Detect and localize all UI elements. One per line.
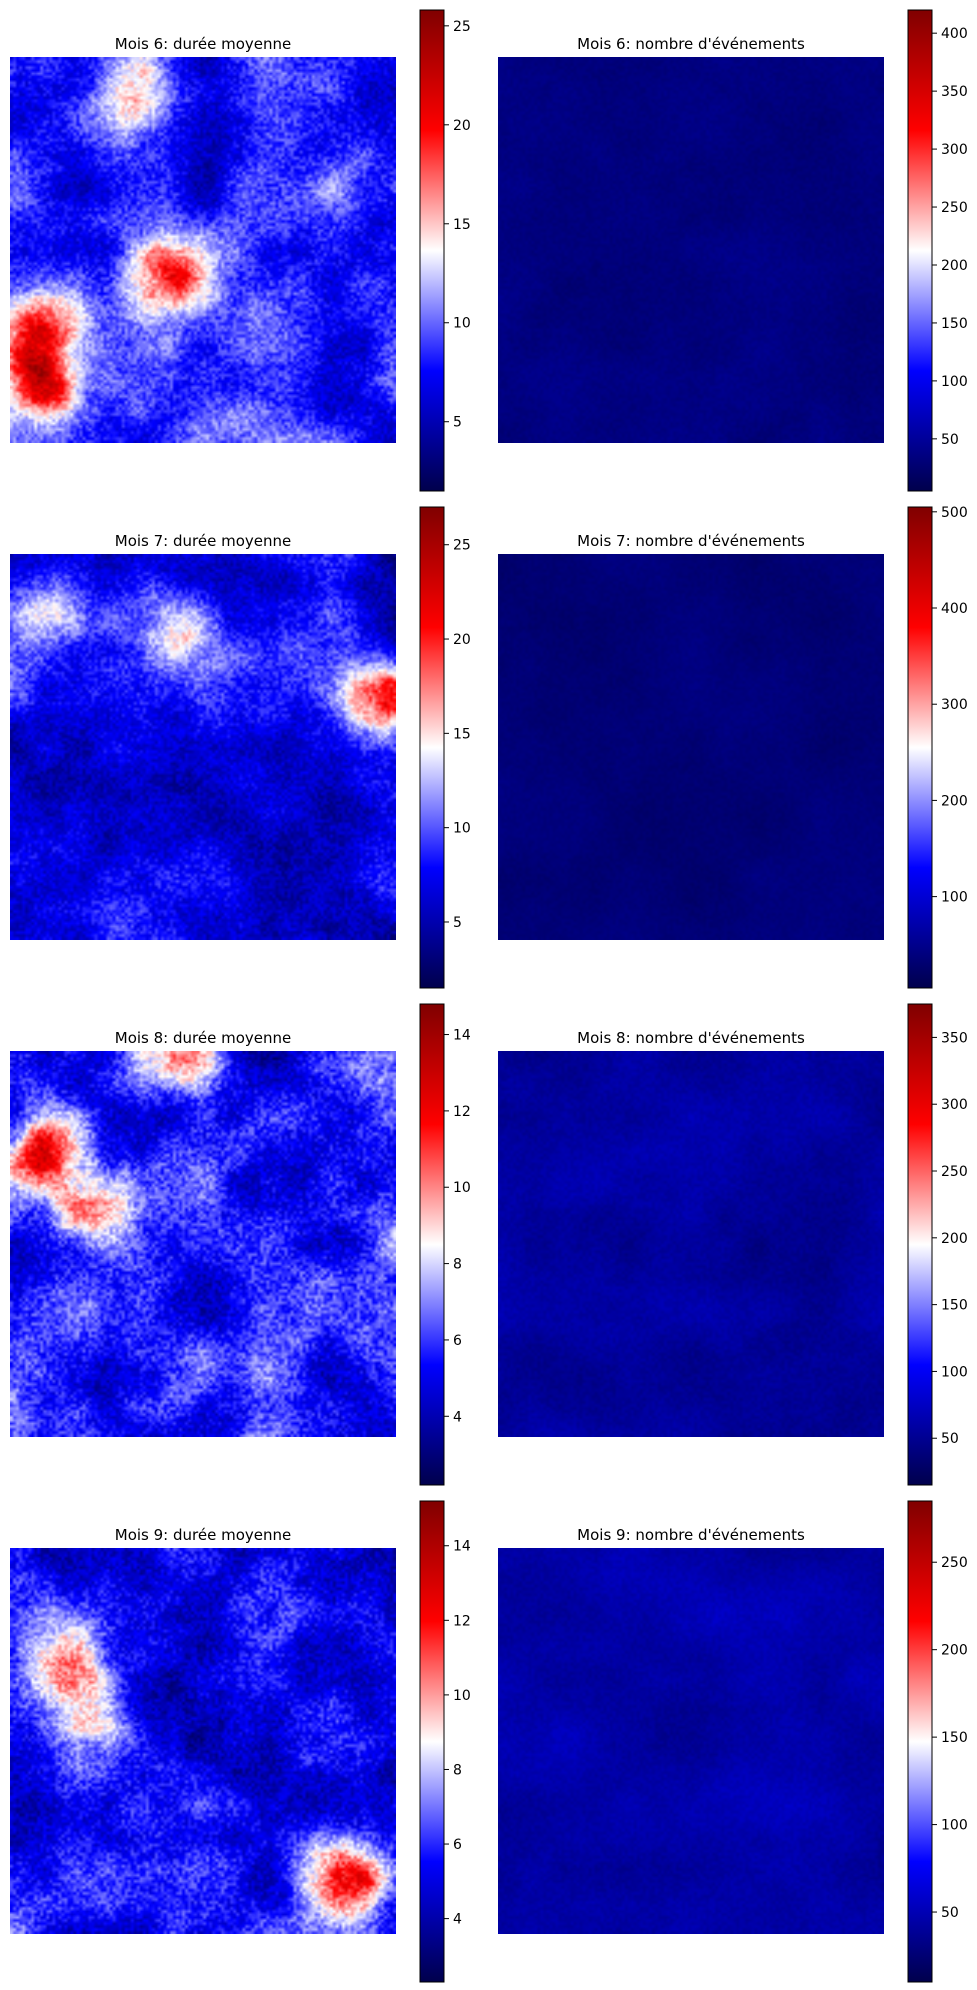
colorbar-tick-label: 100: [941, 1364, 968, 1380]
colorbar: 4 6 8 10 12 14: [419, 1003, 471, 1486]
colorbar-bar: [419, 9, 445, 492]
colorbar-tick-label: 200: [941, 258, 968, 274]
colorbar-tick-label: 5: [453, 915, 462, 931]
colorbar-tick-label: 250: [941, 1555, 968, 1571]
panel-8: Mois 9: nombre d'événements 50 100 150 200 25…: [498, 1500, 968, 1983]
colorbar-tick-label: 300: [941, 1097, 968, 1113]
colorbar-tick-label: 350: [941, 1030, 968, 1046]
colorbar: 50 100 150 200 250 300 350 400: [907, 9, 968, 492]
colorbar-tick-label: 250: [941, 200, 968, 216]
heatmap-image: [498, 57, 884, 443]
colorbar-tick-label: 200: [941, 1643, 968, 1659]
colorbar-tick-label: 400: [941, 26, 968, 42]
panel-7: Mois 9: durée moyenne 4 6 8 10 12 14: [10, 1500, 471, 1983]
colorbar-tick-label: 50: [941, 1431, 959, 1447]
colorbar-bar: [419, 1003, 445, 1486]
colorbar-tick-label: 4: [453, 1912, 462, 1928]
colorbar: 100 200 300 400 500: [907, 505, 968, 989]
panel-3: Mois 7: durée moyenne 5 10 15 20 25: [10, 506, 471, 989]
colorbar-tick-label: 25: [453, 19, 471, 35]
heatmap-image: [498, 1548, 884, 1934]
panel-2: Mois 6: nombre d'événements 50 100 150 200 25…: [498, 9, 968, 492]
colorbar-bar: [907, 9, 933, 492]
colorbar-tick-label: 300: [941, 697, 968, 713]
colorbar-bar: [419, 1500, 445, 1983]
colorbar-bar: [907, 1003, 933, 1486]
colorbar-tick-label: 5: [453, 415, 462, 431]
colorbar-tick-label: 12: [453, 1613, 471, 1629]
panel-title: Mois 8: durée moyenne: [115, 1029, 291, 1047]
heatmap-image: [10, 57, 396, 443]
panels: Mois 6: durée moyenne 5 10 15 20 25 Mois 6: no…: [10, 9, 968, 1983]
colorbar-tick-label: 10: [453, 1688, 471, 1704]
colorbar-tick-label: 500: [941, 505, 968, 521]
colorbar-tick-label: 15: [453, 726, 471, 742]
colorbar-tick-label: 10: [453, 821, 471, 837]
panel-title: Mois 7: nombre d'événements: [577, 532, 805, 550]
panel-title: Mois 9: durée moyenne: [115, 1526, 291, 1544]
colorbar: 5 10 15 20 25: [419, 506, 471, 989]
colorbar-tick-label: 400: [941, 601, 968, 617]
colorbar-tick-label: 150: [941, 1298, 968, 1314]
colorbar-tick-label: 6: [453, 1837, 462, 1853]
colorbar-tick-label: 150: [941, 1730, 968, 1746]
colorbar-tick-label: 10: [453, 1180, 471, 1196]
panel-title: Mois 6: durée moyenne: [115, 35, 291, 53]
heatmap-image: [10, 554, 396, 940]
colorbar: 50 100 150 200 250: [907, 1500, 968, 1983]
colorbar-tick-label: 200: [941, 1231, 968, 1247]
panel-title: Mois 7: durée moyenne: [115, 532, 291, 550]
panel-title: Mois 8: nombre d'événements: [577, 1029, 805, 1047]
colorbar-tick-label: 4: [453, 1409, 462, 1425]
colorbar-tick-label: 14: [453, 1028, 471, 1044]
colorbar: 4 6 8 10 12 14: [419, 1500, 471, 1983]
colorbar-tick-label: 10: [453, 316, 471, 332]
colorbar-tick-label: 8: [453, 1762, 462, 1778]
colorbar-tick-label: 100: [941, 1818, 968, 1834]
panel-title: Mois 9: nombre d'événements: [577, 1526, 805, 1544]
colorbar-bar: [907, 506, 933, 989]
panel-6: Mois 8: nombre d'événements 50 100 150 200 25…: [498, 1003, 968, 1486]
colorbar-tick-label: 100: [941, 374, 968, 390]
colorbar-tick-label: 12: [453, 1104, 471, 1120]
colorbar-tick-label: 50: [941, 1905, 959, 1921]
colorbar-tick-label: 350: [941, 84, 968, 100]
panel-1: Mois 6: durée moyenne 5 10 15 20 25: [10, 9, 471, 492]
colorbar-tick-label: 250: [941, 1164, 968, 1180]
colorbar-tick-label: 8: [453, 1257, 462, 1273]
colorbar-tick-label: 150: [941, 316, 968, 332]
colorbar-tick-label: 6: [453, 1333, 462, 1349]
panel-5: Mois 8: durée moyenne 4 6 8 10 12 14: [10, 1003, 471, 1486]
colorbar-tick-label: 50: [941, 432, 959, 448]
colorbar-tick-label: 200: [941, 793, 968, 809]
heatmap-image: [10, 1051, 396, 1437]
panel-title: Mois 6: nombre d'événements: [577, 35, 805, 53]
colorbar-tick-label: 15: [453, 217, 471, 233]
colorbar-tick-label: 300: [941, 142, 968, 158]
heatmap-image: [10, 1548, 396, 1934]
colorbar: 50 100 150 200 250 300 350: [907, 1003, 968, 1486]
colorbar-tick-label: 25: [453, 538, 471, 554]
colorbar-tick-label: 14: [453, 1539, 471, 1555]
colorbar-bar: [419, 506, 445, 989]
heatmap-image: [498, 554, 884, 940]
heatmap-image: [498, 1051, 884, 1437]
colorbar-tick-label: 20: [453, 632, 471, 648]
panel-4: Mois 7: nombre d'événements 100 200 300 400 5…: [498, 505, 968, 989]
colorbar: 5 10 15 20 25: [419, 9, 471, 492]
colorbar-tick-label: 20: [453, 118, 471, 134]
colorbar-bar: [907, 1500, 933, 1983]
colorbar-tick-label: 100: [941, 890, 968, 906]
